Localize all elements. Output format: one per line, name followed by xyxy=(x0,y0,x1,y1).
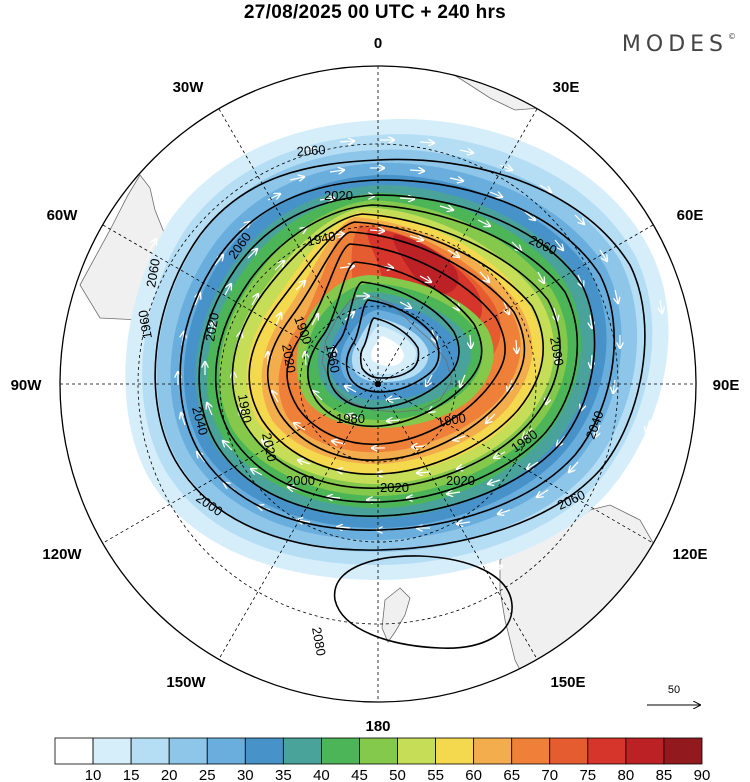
colorbar-swatch xyxy=(54,737,94,765)
colorbar-tick-label: 30 xyxy=(237,767,254,782)
colorbar-swatch xyxy=(663,737,703,765)
svg-text:150E: 150E xyxy=(550,674,585,691)
svg-text:1960: 1960 xyxy=(135,309,155,340)
colorbar-swatch xyxy=(473,737,513,765)
colorbar-tick-label: 85 xyxy=(656,767,673,782)
colorbar-tick-label: 10 xyxy=(85,767,102,782)
svg-text:120W: 120W xyxy=(42,546,82,563)
svg-text:2020: 2020 xyxy=(279,343,299,374)
svg-text:90W: 90W xyxy=(11,377,43,394)
svg-text:1980: 1980 xyxy=(336,411,365,426)
colorbar-swatch xyxy=(359,737,398,765)
colorbar-tick-label: 60 xyxy=(465,767,482,782)
svg-text:2020: 2020 xyxy=(446,473,475,488)
colorbar-tick-label: 55 xyxy=(427,767,444,782)
svg-text:2090: 2090 xyxy=(547,336,567,367)
new-zealand-land xyxy=(381,587,411,643)
colorbar-tick-label: 70 xyxy=(541,767,558,782)
colorbar-swatch xyxy=(130,737,170,765)
colorbar-swatch xyxy=(625,737,665,765)
svg-text:60W: 60W xyxy=(47,207,79,224)
colorbar-swatch xyxy=(397,737,436,765)
wind-vectors xyxy=(110,120,662,585)
colorbar-tick-label: 90 xyxy=(694,767,711,782)
svg-text:2060: 2060 xyxy=(143,257,163,288)
reference-vector: 50 xyxy=(647,684,700,705)
map-boundary xyxy=(59,65,697,703)
svg-text:2060: 2060 xyxy=(296,142,326,159)
colorbar-tick-label: 65 xyxy=(503,767,520,782)
svg-text:2020: 2020 xyxy=(380,480,409,495)
colorbar-swatch xyxy=(168,737,208,765)
svg-text:150W: 150W xyxy=(166,674,206,691)
svg-text:2000: 2000 xyxy=(286,473,315,488)
colorbar-tick-label: 45 xyxy=(351,767,368,782)
svg-text:1940: 1940 xyxy=(306,228,337,249)
svg-text:120E: 120E xyxy=(672,546,707,563)
colorbar-tick-label: 20 xyxy=(161,767,178,782)
svg-text:0: 0 xyxy=(374,35,382,52)
colorbar: 10 15 20 25 30 35 40 45 50 55 60 65 70 75 80 85 90 xyxy=(54,737,711,782)
svg-text:2020: 2020 xyxy=(202,311,222,342)
svg-text:50: 50 xyxy=(668,684,680,696)
colorbar-tick-label: 35 xyxy=(275,767,292,782)
svg-text:2020: 2020 xyxy=(259,432,280,463)
colorbar-swatch xyxy=(92,737,132,765)
colorbar-tick-label: 50 xyxy=(389,767,406,782)
svg-text:180: 180 xyxy=(365,718,390,735)
svg-text:90E: 90E xyxy=(713,377,740,394)
svg-text:30E: 30E xyxy=(553,79,580,96)
svg-text:2020: 2020 xyxy=(324,188,353,203)
brand-logo: MODES© xyxy=(621,32,736,57)
svg-text:1860: 1860 xyxy=(323,343,343,374)
colorbar-swatch xyxy=(321,737,360,765)
colorbar-tick-label: 15 xyxy=(123,767,140,782)
colorbar-swatch xyxy=(206,737,246,765)
contour-labels: 2060 2020 1940 1900 1860 2060 2060 2020 … xyxy=(135,142,607,657)
svg-text:30W: 30W xyxy=(173,79,205,96)
colorbar-swatch xyxy=(587,737,627,765)
svg-text:1900: 1900 xyxy=(436,410,467,430)
colorbar-swatch xyxy=(435,737,475,765)
colorbar-tick-label: 40 xyxy=(313,767,330,782)
height-contours xyxy=(154,158,646,649)
chart-title: 27/08/2025 00 UTC + 240 hrs xyxy=(243,2,507,23)
colorbar-swatch xyxy=(511,737,551,765)
svg-text:2040: 2040 xyxy=(189,405,211,437)
svg-text:1980: 1980 xyxy=(235,393,255,424)
colorbar-swatch xyxy=(244,737,284,765)
south-pole-marker xyxy=(375,381,381,387)
svg-text:60E: 60E xyxy=(677,207,704,224)
colorbar-swatch xyxy=(282,737,322,765)
colorbar-swatch xyxy=(549,737,589,765)
svg-text:2080: 2080 xyxy=(309,626,329,657)
colorbar-tick-label: 25 xyxy=(199,767,216,782)
colorbar-tick-label: 75 xyxy=(579,767,596,782)
longitude-labels: 0 30E 60E 90E 120E 150E 180 150W 120W 90… xyxy=(11,35,740,735)
colorbar-tick-label: 80 xyxy=(618,767,635,782)
